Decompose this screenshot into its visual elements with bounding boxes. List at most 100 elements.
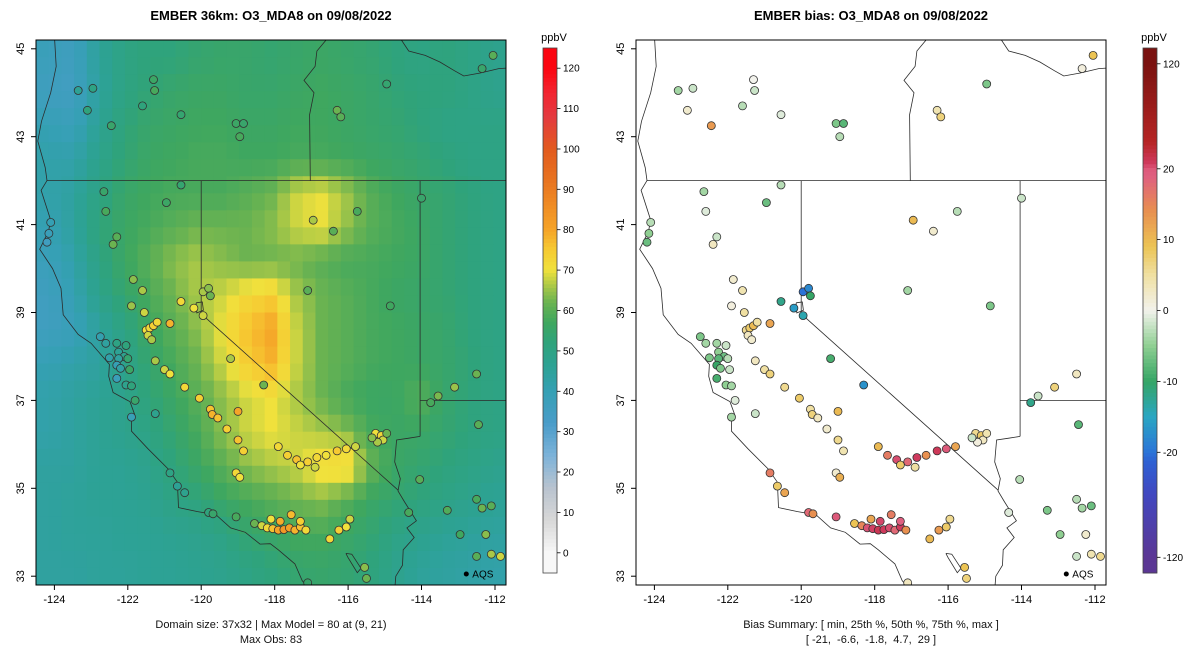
svg-text:-116: -116: [337, 594, 358, 606]
obs-point: [727, 381, 736, 391]
obs-point: [738, 101, 747, 111]
obs-point: [165, 319, 175, 328]
svg-text:33: 33: [15, 570, 27, 582]
svg-text:-122: -122: [717, 594, 739, 606]
svg-text:35: 35: [15, 482, 27, 494]
obs-point: [303, 457, 313, 467]
obs-point: [739, 308, 749, 317]
obs-point: [222, 424, 232, 434]
obs-point: [934, 525, 944, 535]
obs-point: [235, 132, 245, 142]
svg-text:-112: -112: [484, 594, 505, 606]
obs-point: [172, 481, 182, 491]
svg-text:20: 20: [563, 468, 575, 479]
obs-point: [903, 457, 913, 467]
svg-text:-124: -124: [43, 594, 65, 606]
obs-point: [332, 446, 342, 456]
obs-points: [42, 50, 505, 585]
obs-point: [1055, 530, 1065, 539]
obs-point: [982, 428, 992, 438]
obs-point: [1096, 552, 1105, 561]
obs-points: [642, 50, 1105, 585]
obs-point: [150, 409, 160, 419]
obs-point: [336, 112, 346, 122]
obs-point: [798, 311, 808, 321]
obs-point: [259, 380, 269, 390]
svg-text:-10: -10: [1163, 377, 1178, 388]
obs-point: [112, 232, 122, 242]
svg-text:-120: -120: [190, 594, 212, 606]
left-map-caption: Domain size: 37x32 | Max Model = 80 at (…: [36, 618, 506, 648]
svg-text:90: 90: [563, 185, 575, 196]
svg-text:-118: -118: [264, 594, 285, 606]
svg-text:-118: -118: [864, 594, 885, 606]
obs-point: [895, 516, 905, 526]
svg-text:41: 41: [15, 218, 27, 230]
aqs-legend-dot: [463, 571, 469, 577]
obs-point: [341, 522, 351, 532]
obs-point: [138, 101, 147, 111]
obs-point: [688, 83, 698, 93]
obs-point: [176, 110, 186, 120]
obs-point: [295, 516, 305, 526]
svg-text:70: 70: [563, 266, 575, 277]
obs-point: [728, 275, 738, 284]
obs-point: [46, 217, 56, 227]
colorbar: 0 10 20 30 40 50 60 70 80 90 100 110 120 ppbV: [541, 32, 580, 574]
obs-point: [286, 510, 296, 520]
obs-point: [705, 353, 714, 363]
obs-point: [105, 353, 114, 363]
obs-point: [752, 317, 762, 327]
y-axis: 33 35 37 39 41 43 45: [15, 43, 36, 582]
obs-point: [875, 516, 885, 526]
obs-point: [901, 525, 911, 535]
obs-point: [450, 382, 460, 392]
obs-point: [275, 516, 285, 526]
obs-point: [831, 512, 841, 522]
obs-point: [941, 522, 951, 532]
obs-point: [738, 286, 747, 295]
obs-point: [328, 226, 338, 236]
obs-point: [231, 119, 241, 128]
y-axis: 33 35 37 39 41 43 45: [615, 43, 636, 582]
obs-point: [673, 86, 683, 95]
obs-point: [780, 488, 790, 498]
obs-point: [176, 297, 186, 306]
obs-point: [912, 453, 922, 462]
obs-point: [776, 297, 786, 306]
obs-point: [472, 552, 482, 561]
obs-point: [301, 525, 311, 535]
obs-point: [205, 291, 215, 301]
obs-point: [180, 488, 190, 498]
obs-point: [1077, 503, 1087, 513]
obs-point: [725, 365, 735, 375]
obs-point: [962, 574, 971, 583]
obs-point: [352, 206, 362, 216]
obs-point: [1072, 369, 1082, 379]
obs-point: [121, 341, 131, 350]
obs-point: [239, 119, 248, 128]
obs-point: [88, 83, 98, 93]
obs-point: [936, 112, 946, 122]
obs-point: [727, 412, 736, 422]
svg-text:10: 10: [1163, 235, 1175, 246]
right-map-svg: -124 -122 -120 -118 -116 -114 -112 33 35 37 39 41 43…: [615, 32, 1183, 606]
svg-text:-122: -122: [117, 594, 139, 606]
obs-point: [730, 395, 740, 405]
svg-text:100: 100: [563, 145, 580, 156]
svg-text:60: 60: [563, 306, 575, 317]
right-caption-line1: Bias Summary: [ min, 25th %, 50th %, 75t…: [743, 619, 999, 631]
obs-point: [334, 525, 344, 535]
obs-point: [128, 275, 138, 284]
aqs-legend: AQS: [1063, 570, 1094, 581]
obs-point: [213, 413, 223, 423]
obs-point: [932, 105, 942, 115]
obs-point: [295, 460, 305, 470]
obs-point: [433, 391, 443, 401]
obs-point: [780, 382, 790, 392]
obs-point: [985, 301, 995, 311]
obs-point: [883, 450, 892, 460]
obs-point: [385, 301, 395, 311]
obs-point: [83, 105, 92, 115]
